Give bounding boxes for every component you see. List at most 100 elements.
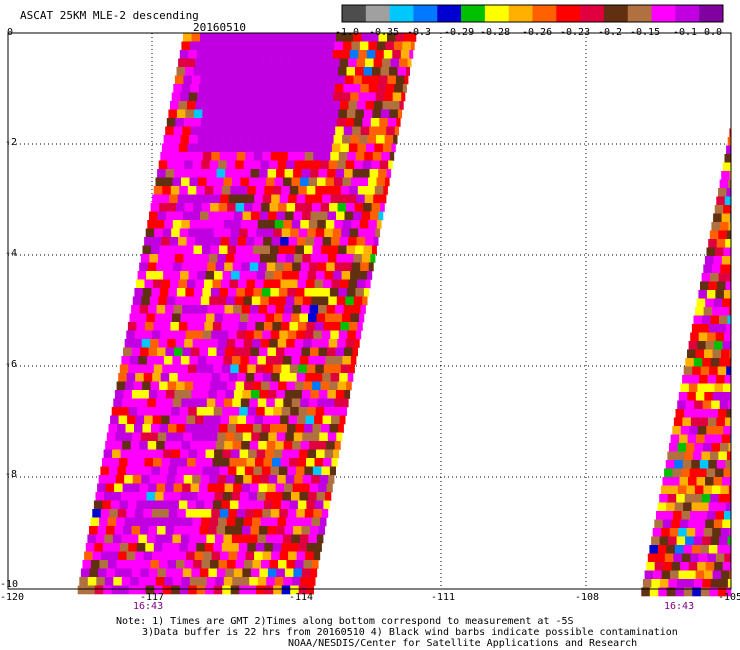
data-cell	[205, 271, 215, 280]
data-cell	[84, 551, 93, 561]
data-cell	[385, 177, 390, 187]
data-cell	[299, 313, 309, 323]
data-cell	[715, 290, 725, 299]
data-cell	[710, 358, 720, 367]
data-cell	[157, 347, 166, 357]
data-cell	[153, 500, 163, 510]
data-cell	[179, 186, 189, 195]
data-cell	[681, 553, 691, 563]
data-cell	[706, 426, 716, 435]
data-cell	[656, 553, 666, 563]
data-cell	[361, 211, 371, 221]
data-cell	[262, 152, 272, 161]
data-cell	[252, 517, 261, 527]
data-cell	[274, 135, 283, 144]
colorbar-swatch	[484, 5, 510, 22]
data-cell	[270, 330, 280, 340]
data-cell	[360, 305, 366, 314]
data-cell	[359, 313, 365, 323]
data-cell	[323, 186, 333, 195]
data-cell	[217, 211, 226, 221]
data-cell	[266, 441, 276, 450]
data-cell	[254, 373, 263, 382]
data-cell	[245, 551, 255, 561]
data-cell	[366, 228, 376, 238]
data-cell	[308, 220, 318, 229]
data-cell	[259, 75, 269, 85]
data-cell	[228, 373, 238, 382]
data-cell	[238, 543, 248, 552]
data-cell	[274, 534, 284, 544]
data-cell	[314, 143, 324, 153]
data-cell	[229, 237, 238, 246]
data-cell	[204, 143, 214, 153]
data-cell	[237, 551, 246, 561]
data-cell	[345, 339, 355, 348]
data-cell	[193, 381, 202, 391]
data-cell	[206, 356, 216, 365]
data-cell	[199, 169, 209, 178]
data-cell	[370, 211, 379, 221]
data-cell	[334, 262, 344, 272]
data-cell	[272, 500, 282, 510]
data-cell	[123, 347, 132, 357]
data-cell	[236, 466, 246, 476]
data-cell	[337, 160, 346, 170]
data-cell	[359, 135, 368, 144]
data-cell	[697, 341, 706, 350]
data-cell	[185, 67, 194, 76]
data-cell	[321, 152, 331, 161]
data-cell	[311, 118, 321, 127]
data-cell	[301, 305, 310, 314]
data-cell	[656, 511, 665, 520]
data-cell	[375, 92, 385, 102]
data-cell	[138, 577, 148, 586]
data-cell	[370, 33, 379, 42]
data-cell	[250, 305, 259, 314]
data-cell	[201, 203, 211, 212]
data-cell	[311, 339, 321, 348]
data-cell	[141, 475, 150, 484]
data-cell	[225, 390, 235, 399]
data-cell	[103, 449, 113, 459]
data-cell	[256, 585, 265, 595]
data-cell	[295, 203, 304, 212]
data-cell	[199, 483, 208, 493]
data-cell	[342, 41, 352, 51]
colorbar-label: -0.15	[630, 27, 661, 38]
data-cell	[176, 560, 185, 569]
data-cell	[208, 75, 218, 85]
data-cell	[333, 271, 342, 280]
data-cell	[155, 398, 165, 408]
data-cell	[671, 477, 680, 486]
data-cell	[376, 220, 382, 229]
data-cell	[240, 398, 250, 408]
data-cell	[324, 449, 334, 459]
data-cell	[298, 50, 308, 59]
data-cell	[695, 307, 704, 316]
data-cell	[190, 305, 200, 314]
data-cell	[350, 92, 359, 102]
data-cell	[367, 92, 376, 102]
data-cell	[708, 502, 718, 512]
data-cell	[233, 169, 243, 178]
data-cell	[193, 560, 202, 569]
data-cell	[145, 585, 155, 595]
data-cell	[154, 585, 163, 595]
data-cell	[231, 271, 240, 280]
data-cell	[212, 101, 222, 110]
data-cell	[306, 101, 315, 110]
data-cell	[318, 347, 328, 357]
data-cell	[266, 220, 276, 229]
data-cell	[368, 220, 378, 229]
data-cell	[362, 118, 372, 127]
data-cell	[709, 230, 719, 240]
data-cell	[189, 177, 199, 187]
data-cell	[259, 33, 269, 42]
data-cell	[211, 509, 221, 518]
data-cell	[234, 211, 243, 221]
data-cell	[672, 468, 682, 478]
data-cell	[192, 160, 202, 170]
data-cell	[691, 502, 701, 512]
data-cell	[332, 186, 342, 195]
